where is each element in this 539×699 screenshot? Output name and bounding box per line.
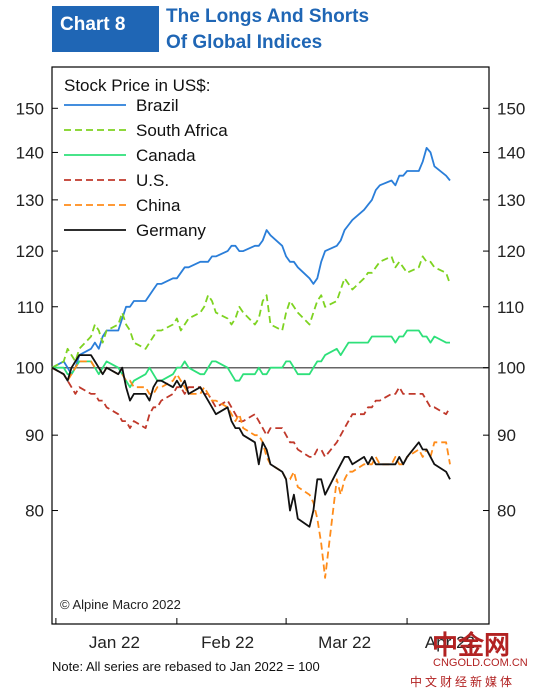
legend-label: Brazil bbox=[136, 96, 179, 115]
y-tick-label-left: 120 bbox=[16, 242, 44, 261]
series-line-south-africa bbox=[51, 255, 451, 369]
chart-title-line-2: Of Global Indices bbox=[166, 32, 323, 53]
series-line-germany bbox=[51, 354, 451, 528]
watermark-tagline: 中文财经新媒体 bbox=[410, 675, 516, 689]
y-tick-label-left: 140 bbox=[16, 143, 44, 162]
y-tick-label-right: 150 bbox=[497, 99, 525, 118]
x-axis: Jan 22 Feb 22 Mar 22 Apr 22 bbox=[55, 618, 475, 652]
y-tick-label-left: 90 bbox=[25, 426, 44, 445]
plot-frame bbox=[51, 66, 490, 625]
y-tick-label-left: 80 bbox=[25, 502, 44, 521]
y-tick-label-left: 150 bbox=[16, 99, 44, 118]
legend-label: China bbox=[136, 196, 181, 215]
y-axis-left: 80 90 100 110 120 130 140 150 bbox=[16, 99, 58, 521]
legend-label: South Africa bbox=[136, 121, 228, 140]
series-layer bbox=[51, 146, 451, 579]
legend: Stock Price in US$: Brazil South Africa Ca… bbox=[64, 76, 228, 240]
series-line-u-s bbox=[51, 366, 451, 458]
chart-number: Chart 8 bbox=[60, 14, 126, 35]
legend-label: Germany bbox=[136, 221, 206, 240]
y-tick-label-right: 120 bbox=[497, 242, 525, 261]
y-tick-label-right: 140 bbox=[497, 143, 525, 162]
y-tick-label-left: 130 bbox=[16, 191, 44, 210]
watermark-domain: CNGOLD.COM.CN bbox=[433, 657, 528, 669]
y-tick-label-right: 90 bbox=[497, 426, 516, 445]
chart-title: The Longs And Shorts Of Global Indices bbox=[166, 4, 369, 56]
x-tick-label: Feb 22 bbox=[201, 633, 254, 652]
y-axis-right: 80 90 100 110 120 130 140 150 bbox=[483, 99, 525, 521]
y-tick-label-right: 110 bbox=[497, 298, 524, 317]
legend-label: Canada bbox=[136, 146, 196, 165]
x-tick-label: Jan 22 bbox=[89, 633, 140, 652]
y-tick-label-right: 100 bbox=[497, 359, 525, 378]
y-tick-label-left: 110 bbox=[17, 298, 44, 317]
copyright-note: © Alpine Macro 2022 bbox=[60, 597, 181, 612]
chart-title-line-1: The Longs And Shorts bbox=[166, 6, 370, 27]
legend-label: U.S. bbox=[136, 171, 169, 190]
y-tick-label-right: 130 bbox=[497, 191, 525, 210]
footnote: Note: All series are rebased to Jan 2022… bbox=[52, 659, 320, 674]
y-tick-label-left: 100 bbox=[16, 359, 44, 378]
y-tick-label-right: 80 bbox=[497, 502, 516, 521]
watermark-brand: 中金网 bbox=[432, 631, 511, 661]
series-line-brazil bbox=[51, 146, 451, 376]
chart-number-badge: Chart 8 bbox=[52, 6, 159, 52]
series-line-canada bbox=[52, 329, 450, 389]
series-line-china bbox=[51, 360, 451, 579]
x-tick-label: Mar 22 bbox=[318, 633, 371, 652]
x-tick-label: Apr 22 bbox=[425, 633, 475, 652]
legend-title: Stock Price in US$: bbox=[64, 76, 210, 95]
